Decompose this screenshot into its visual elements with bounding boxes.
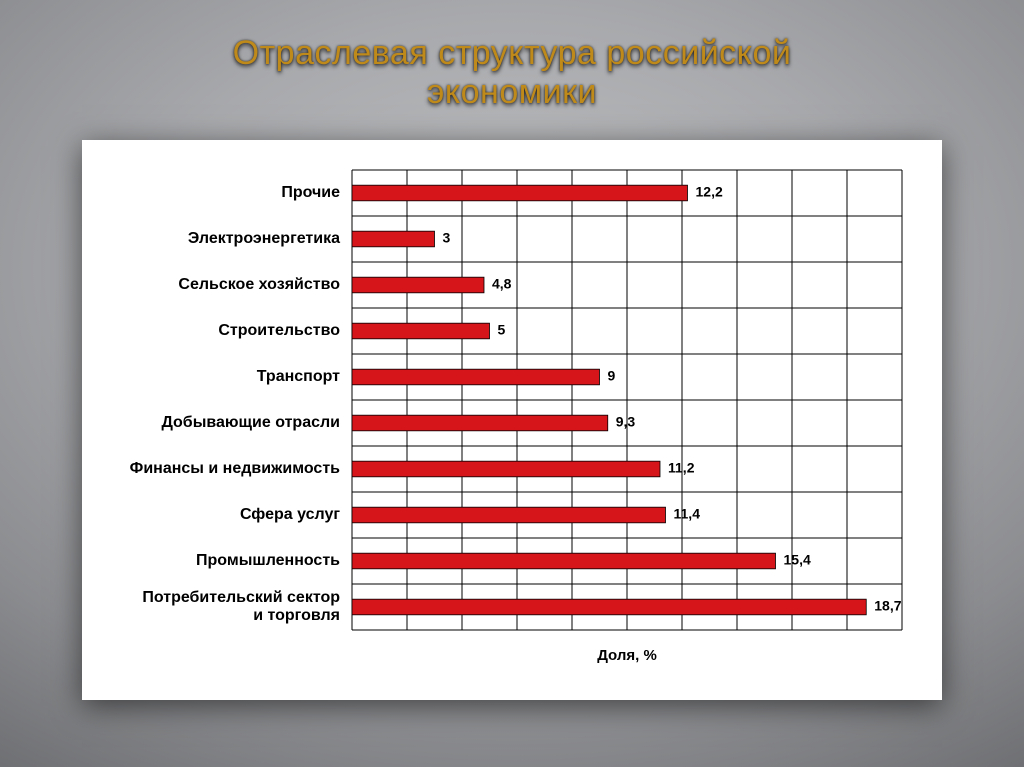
bar-value-label: 5 <box>498 322 506 338</box>
category-label: Электроэнергетика <box>188 230 340 247</box>
bar-value-label: 3 <box>443 230 451 246</box>
economy-structure-chart: 12,2 Прочие 3 Электроэнергетика 4,8 Сельское … <box>82 140 942 700</box>
bar <box>352 461 660 477</box>
category-label: Сельское хозяйство <box>178 276 340 293</box>
bar <box>352 277 484 293</box>
category-label: Строительство <box>218 322 340 339</box>
bar-value-label: 11,4 <box>674 506 701 522</box>
chart-card: 12,2 Прочие 3 Электроэнергетика 4,8 Сельское … <box>82 140 942 700</box>
bar <box>352 553 776 569</box>
bar-value-label: 11,2 <box>668 460 695 476</box>
bar <box>352 415 608 431</box>
bar-value-label: 15,4 <box>784 552 811 568</box>
slide-title-line2: экономики <box>427 73 597 111</box>
x-axis-label: Доля, % <box>597 647 657 664</box>
category-label: Транспорт <box>257 368 340 385</box>
slide-title: Отраслевая структура российской экономик… <box>233 34 792 112</box>
bar <box>352 599 866 615</box>
bar <box>352 185 688 201</box>
category-label: Потребительский сектори торговля <box>142 589 340 624</box>
category-label: Сфера услуг <box>240 506 340 523</box>
bar-value-label: 18,7 <box>874 598 901 614</box>
bar <box>352 323 490 339</box>
bar-value-label: 9 <box>608 368 616 384</box>
bar <box>352 231 435 247</box>
bar <box>352 507 666 523</box>
category-label: Прочие <box>281 184 340 201</box>
category-label: Добывающие отрасли <box>161 414 340 431</box>
bar <box>352 369 600 385</box>
slide-title-line1: Отраслевая структура российской <box>233 34 792 72</box>
bar-value-label: 12,2 <box>696 184 723 200</box>
bar-value-label: 4,8 <box>492 276 512 292</box>
bar-value-label: 9,3 <box>616 414 636 430</box>
category-label: Финансы и недвижимость <box>130 460 341 477</box>
category-label: Промышленность <box>196 552 340 569</box>
